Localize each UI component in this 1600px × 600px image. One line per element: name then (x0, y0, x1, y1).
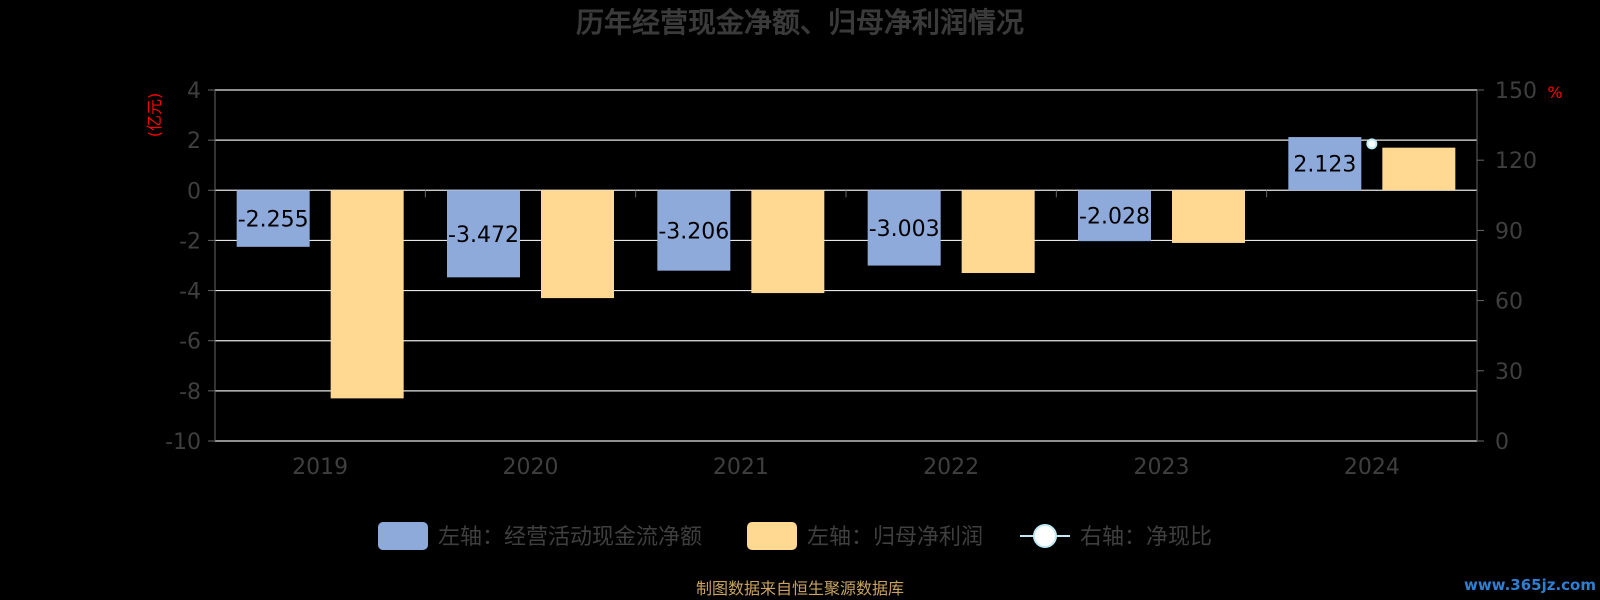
left-tick-label: 0 (187, 179, 201, 204)
ratio-point (1366, 138, 1378, 150)
right-axis-unit: % (1547, 83, 1562, 102)
data-label: 2.123 (1293, 153, 1356, 178)
left-tick-label: -10 (165, 430, 201, 455)
legend-swatch (378, 522, 428, 550)
data-label: -3.003 (869, 217, 940, 242)
bar (236, 190, 310, 247)
bar (1172, 190, 1245, 243)
axes: -10 -8 -6 -4 -2 0 2 4 0 30 60 90 120 150 2019 2020 2021 2… (165, 79, 1537, 480)
legend-label: 左轴：归母净利润 (807, 525, 983, 550)
legend-label: 左轴：经营活动现金流净额 (438, 525, 702, 550)
ratio-line (1366, 138, 1378, 150)
bar (961, 190, 1035, 274)
data-label: -2.255 (238, 208, 309, 233)
left-tick-label: -4 (179, 280, 201, 305)
bar (657, 190, 731, 271)
right-tick-label: 150 (1495, 79, 1537, 104)
bar (330, 190, 404, 399)
x-tick-label: 2019 (292, 455, 348, 480)
source-note: 制图数据来自恒生聚源数据库 (696, 579, 904, 598)
left-axis-unit: (亿元) (145, 93, 164, 138)
chart-title: 历年经营现金净额、归母净利润情况 (576, 6, 1024, 39)
x-tick-label: 2022 (923, 455, 979, 480)
left-tick-label: -6 (179, 330, 201, 355)
data-label: -3.206 (658, 219, 729, 244)
right-tick-label: 90 (1495, 219, 1523, 244)
left-tick-label: 4 (187, 79, 201, 104)
bar (1382, 147, 1456, 191)
legend-marker (1033, 524, 1057, 548)
x-tick-label: 2020 (503, 455, 559, 480)
left-tick-label: 2 (187, 129, 201, 154)
right-tick-label: 60 (1495, 290, 1523, 315)
bar (541, 190, 614, 299)
watermark: www.365jz.com (1464, 576, 1596, 594)
bar (1078, 190, 1151, 242)
bars (236, 137, 1456, 399)
bar (867, 190, 941, 266)
right-tick-label: 0 (1495, 430, 1509, 455)
left-tick-label: -8 (179, 380, 201, 405)
data-label: -2.028 (1079, 205, 1150, 230)
x-tick-label: 2023 (1134, 455, 1190, 480)
left-tick-label: -2 (179, 229, 201, 254)
data-labels: -2.255 -3.472 -3.206 -3.003 -2.028 2.123 (238, 153, 1357, 248)
legend: 左轴：经营活动现金流净额 左轴：归母净利润 右轴：净现比 (378, 522, 1212, 550)
right-tick-label: 30 (1495, 360, 1523, 385)
legend-label: 右轴：净现比 (1080, 525, 1212, 550)
right-tick-label: 120 (1495, 149, 1537, 174)
bar (751, 190, 825, 294)
data-label: -3.472 (448, 223, 519, 248)
grid-lines (215, 89, 1477, 442)
bar (1288, 137, 1362, 191)
bar (447, 190, 520, 278)
x-tick-label: 2024 (1344, 455, 1400, 480)
x-tick-label: 2021 (713, 455, 769, 480)
legend-swatch (747, 522, 797, 550)
